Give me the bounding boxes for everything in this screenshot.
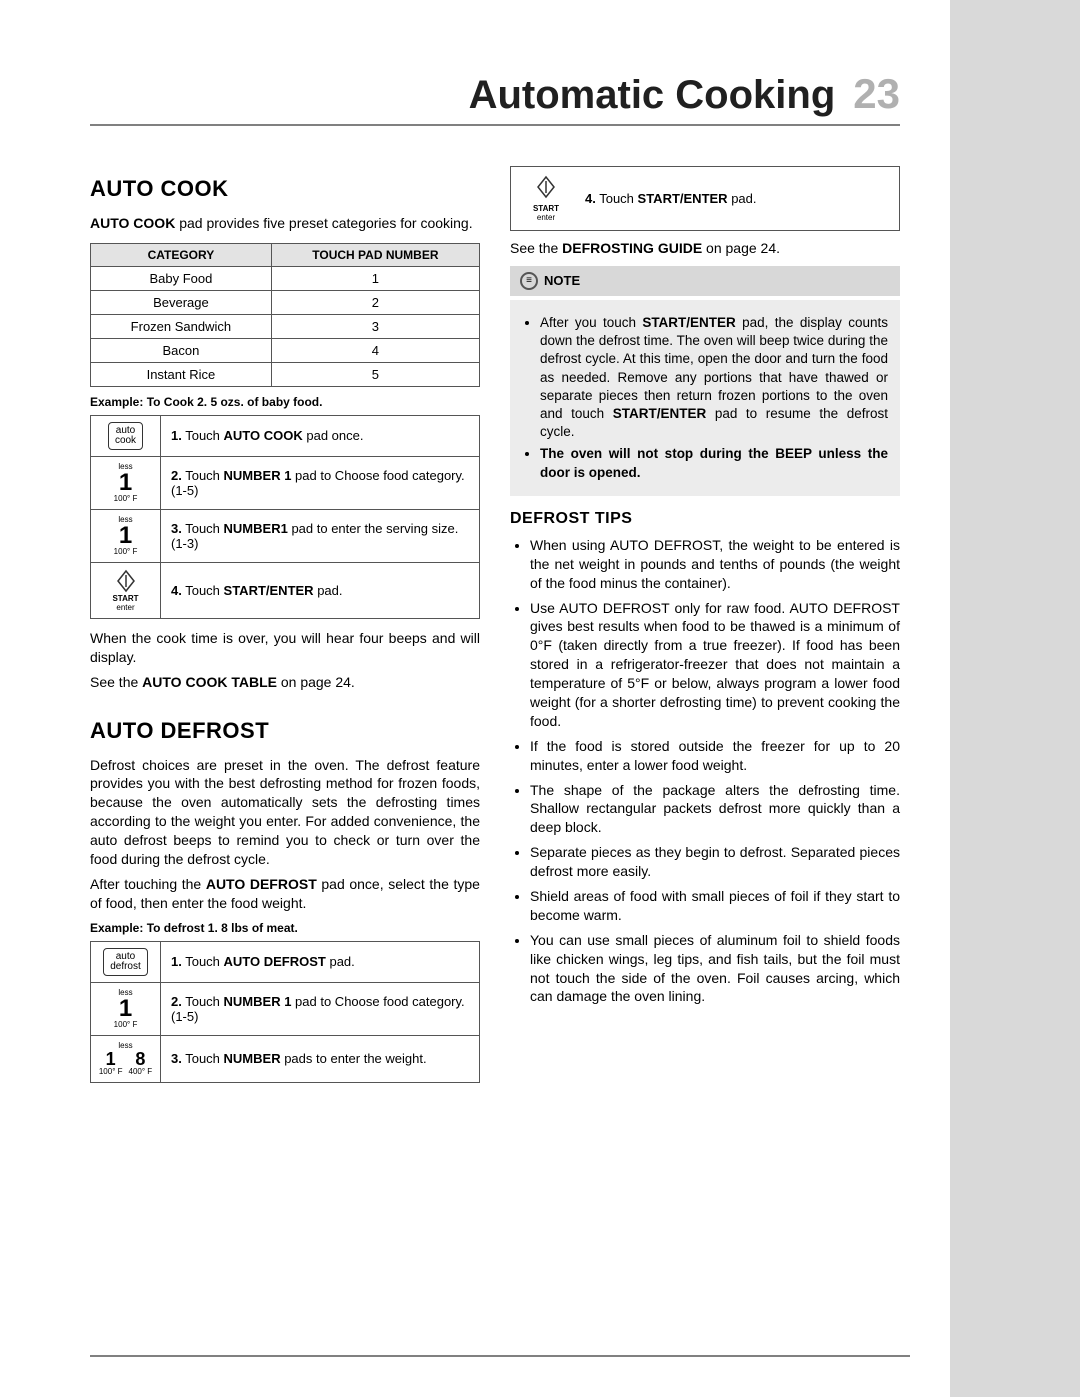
cat-cell: Instant Rice bbox=[91, 362, 272, 386]
defrost-step4-box: STARTenter 4. Touch START/ENTER pad. bbox=[510, 166, 900, 231]
step-row: less 1100° F 8400° F 3. Touch NUMBER pad… bbox=[91, 1035, 480, 1082]
autocook-pad-icon: autocook bbox=[91, 415, 161, 456]
note-header: ≡ NOTE bbox=[510, 266, 900, 296]
num-cell: 4 bbox=[271, 338, 479, 362]
right-column: STARTenter 4. Touch START/ENTER pad. See… bbox=[510, 166, 900, 1093]
auto-defrost-p2: After touching the AUTO DEFROST pad once… bbox=[90, 875, 480, 913]
autodefrost-pad-icon: autodefrost bbox=[91, 941, 161, 982]
step-row: less1100° F 2. Touch NUMBER 1 pad to Cho… bbox=[91, 456, 480, 509]
auto-cook-after-text: When the cook time is over, you will hea… bbox=[90, 629, 480, 667]
step-text: 3. Touch NUMBER1 pad to enter the servin… bbox=[161, 509, 480, 562]
page-number: 23 bbox=[853, 70, 900, 118]
step-row: less1100° F 2. Touch NUMBER 1 pad to Cho… bbox=[91, 982, 480, 1035]
auto-cook-intro-rest: pad provides five preset categories for … bbox=[175, 215, 472, 231]
left-column: AUTO COOK AUTO COOK pad provides five pr… bbox=[90, 166, 480, 1093]
step-row: less1100° F 3. Touch NUMBER1 pad to ente… bbox=[91, 509, 480, 562]
auto-defrost-example-label: Example: To defrost 1. 8 lbs of meat. bbox=[90, 921, 480, 935]
note-label: NOTE bbox=[544, 273, 580, 288]
auto-cook-steps: autocook 1. Touch AUTO COOK pad once. le… bbox=[90, 415, 480, 619]
auto-defrost-steps: autodefrost 1. Touch AUTO DEFROST pad. l… bbox=[90, 941, 480, 1083]
step-text: 3. Touch NUMBER pads to enter the weight… bbox=[161, 1035, 480, 1082]
table-row: Beverage2 bbox=[91, 290, 480, 314]
number-pad-icon: less1100° F bbox=[91, 982, 161, 1035]
tip-item: Shield areas of food with small pieces o… bbox=[530, 887, 900, 925]
number-pad-icon: less 1100° F 8400° F bbox=[91, 1035, 161, 1082]
auto-cook-intro-bold: AUTO COOK bbox=[90, 215, 175, 231]
step-text: 2. Touch NUMBER 1 pad to Choose food cat… bbox=[161, 456, 480, 509]
num-cell: 5 bbox=[271, 362, 479, 386]
note-item: After you touch START/ENTER pad, the dis… bbox=[540, 314, 888, 442]
defrost-guide-ref: See the DEFROSTING GUIDE on page 24. bbox=[510, 239, 900, 258]
note-item-bold: The oven will not stop during the BEEP u… bbox=[540, 445, 888, 481]
defrost-tips-heading: DEFROST TIPS bbox=[510, 510, 900, 528]
page-title: Automatic Cooking bbox=[469, 73, 836, 118]
page-header: Automatic Cooking 23 bbox=[90, 70, 900, 126]
cat-cell: Frozen Sandwich bbox=[91, 314, 272, 338]
tip-item: When using AUTO DEFROST, the weight to b… bbox=[530, 536, 900, 593]
table-row: Baby Food1 bbox=[91, 266, 480, 290]
step-row: STARTenter 4. Touch START/ENTER pad. bbox=[91, 562, 480, 618]
cat-cell: Bacon bbox=[91, 338, 272, 362]
number-pad-icon: less1100° F bbox=[91, 456, 161, 509]
note-body: After you touch START/ENTER pad, the dis… bbox=[510, 300, 900, 496]
auto-cook-example-label: Example: To Cook 2. 5 ozs. of baby food. bbox=[90, 395, 480, 409]
step-text: 2. Touch NUMBER 1 pad to Choose food cat… bbox=[161, 982, 480, 1035]
defrost-tips-list: When using AUTO DEFROST, the weight to b… bbox=[510, 536, 900, 1006]
cat-cell: Beverage bbox=[91, 290, 272, 314]
table-row: Instant Rice5 bbox=[91, 362, 480, 386]
table-row: Frozen Sandwich3 bbox=[91, 314, 480, 338]
step-text: 4. Touch START/ENTER pad. bbox=[161, 562, 480, 618]
category-header-num: TOUCH PAD NUMBER bbox=[271, 243, 479, 266]
tip-item: The shape of the package alters the defr… bbox=[530, 781, 900, 838]
tip-item: You can use small pieces of aluminum foi… bbox=[530, 931, 900, 1007]
auto-cook-see-ref: See the AUTO COOK TABLE on page 24. bbox=[90, 673, 480, 692]
auto-cook-intro: AUTO COOK pad provides five preset categ… bbox=[90, 214, 480, 233]
table-row: Bacon4 bbox=[91, 338, 480, 362]
num-cell: 1 bbox=[271, 266, 479, 290]
cat-cell: Baby Food bbox=[91, 266, 272, 290]
step-text: 4. Touch START/ENTER pad. bbox=[585, 191, 757, 206]
tip-item: Use AUTO DEFROST only for raw food. AUTO… bbox=[530, 599, 900, 731]
step-row: autocook 1. Touch AUTO COOK pad once. bbox=[91, 415, 480, 456]
tip-item: If the food is stored outside the freeze… bbox=[530, 737, 900, 775]
start-pad-icon: STARTenter bbox=[521, 175, 571, 222]
footer-rule bbox=[90, 1355, 910, 1357]
tip-item: Separate pieces as they begin to defrost… bbox=[530, 843, 900, 881]
right-sidebar-decoration bbox=[950, 0, 1080, 1397]
start-pad-icon: STARTenter bbox=[91, 562, 161, 618]
auto-cook-heading: AUTO COOK bbox=[90, 176, 480, 202]
step-row: autodefrost 1. Touch AUTO DEFROST pad. bbox=[91, 941, 480, 982]
auto-defrost-heading: AUTO DEFROST bbox=[90, 718, 480, 744]
step-text: 1. Touch AUTO COOK pad once. bbox=[161, 415, 480, 456]
category-header-cat: CATEGORY bbox=[91, 243, 272, 266]
auto-defrost-p1: Defrost choices are preset in the oven. … bbox=[90, 756, 480, 869]
step-text: 1. Touch AUTO DEFROST pad. bbox=[161, 941, 480, 982]
num-cell: 2 bbox=[271, 290, 479, 314]
category-table: CATEGORY TOUCH PAD NUMBER Baby Food1 Bev… bbox=[90, 243, 480, 387]
number-pad-icon: less1100° F bbox=[91, 509, 161, 562]
num-cell: 3 bbox=[271, 314, 479, 338]
note-icon: ≡ bbox=[520, 272, 538, 290]
